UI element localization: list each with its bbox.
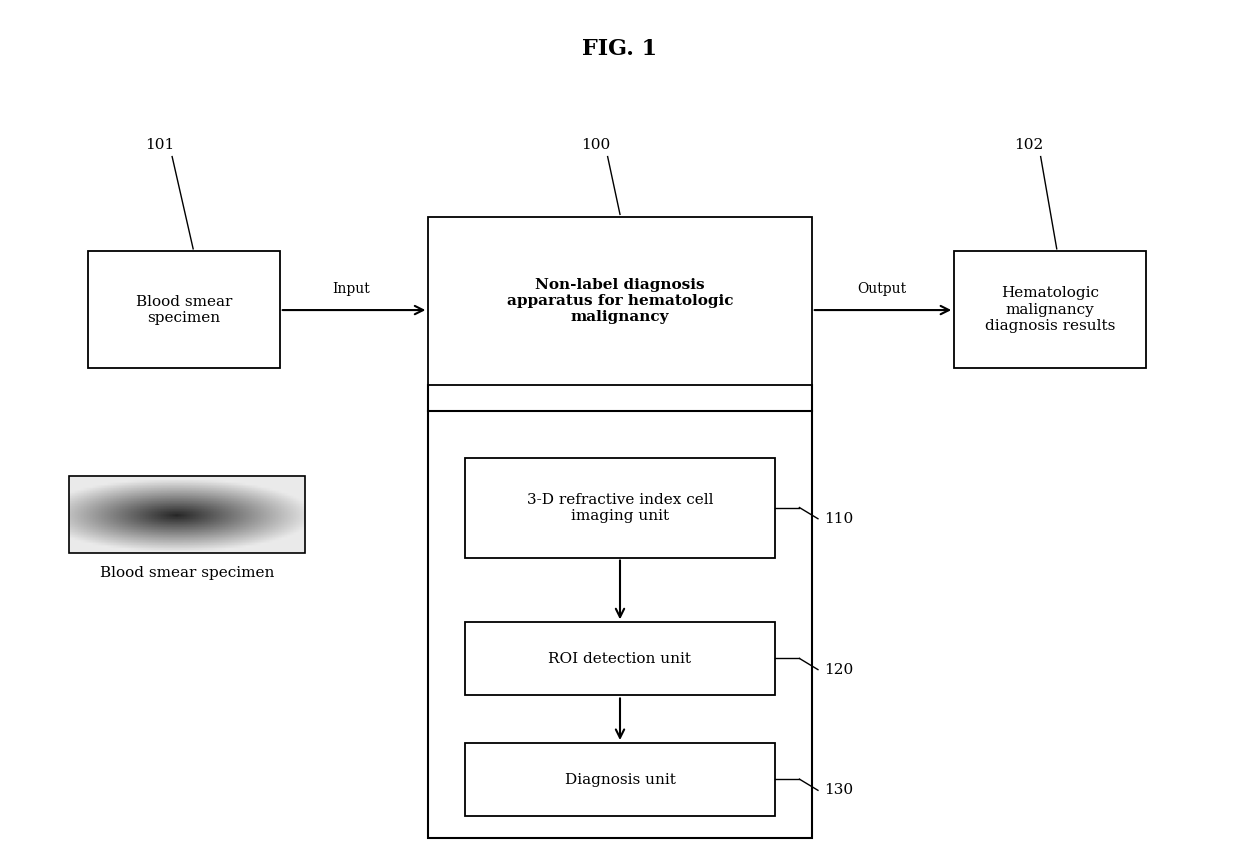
Bar xyxy=(465,622,775,695)
Bar xyxy=(428,411,812,837)
Text: Blood smear specimen: Blood smear specimen xyxy=(99,567,274,580)
Text: 102: 102 xyxy=(1013,138,1043,152)
Text: Hematologic
malignancy
diagnosis results: Hematologic malignancy diagnosis results xyxy=(985,286,1115,333)
Bar xyxy=(465,743,775,817)
Text: Diagnosis unit: Diagnosis unit xyxy=(564,772,676,786)
Text: 101: 101 xyxy=(145,138,175,152)
Text: 100: 100 xyxy=(580,138,610,152)
Text: 120: 120 xyxy=(825,663,853,676)
Text: Output: Output xyxy=(858,282,906,297)
Bar xyxy=(465,458,775,558)
Text: ROI detection unit: ROI detection unit xyxy=(548,652,692,666)
Text: FIG. 1: FIG. 1 xyxy=(583,38,657,60)
Text: 110: 110 xyxy=(825,512,853,526)
Bar xyxy=(428,217,812,385)
Bar xyxy=(88,252,280,368)
Text: 130: 130 xyxy=(825,784,853,798)
Text: 3-D refractive index cell
imaging unit: 3-D refractive index cell imaging unit xyxy=(527,493,713,523)
Bar xyxy=(954,252,1146,368)
Text: Blood smear
specimen: Blood smear specimen xyxy=(135,295,232,324)
Text: Non-label diagnosis
apparatus for hematologic
malignancy: Non-label diagnosis apparatus for hemato… xyxy=(507,278,733,324)
Bar xyxy=(69,476,305,554)
Text: Input: Input xyxy=(332,282,371,297)
